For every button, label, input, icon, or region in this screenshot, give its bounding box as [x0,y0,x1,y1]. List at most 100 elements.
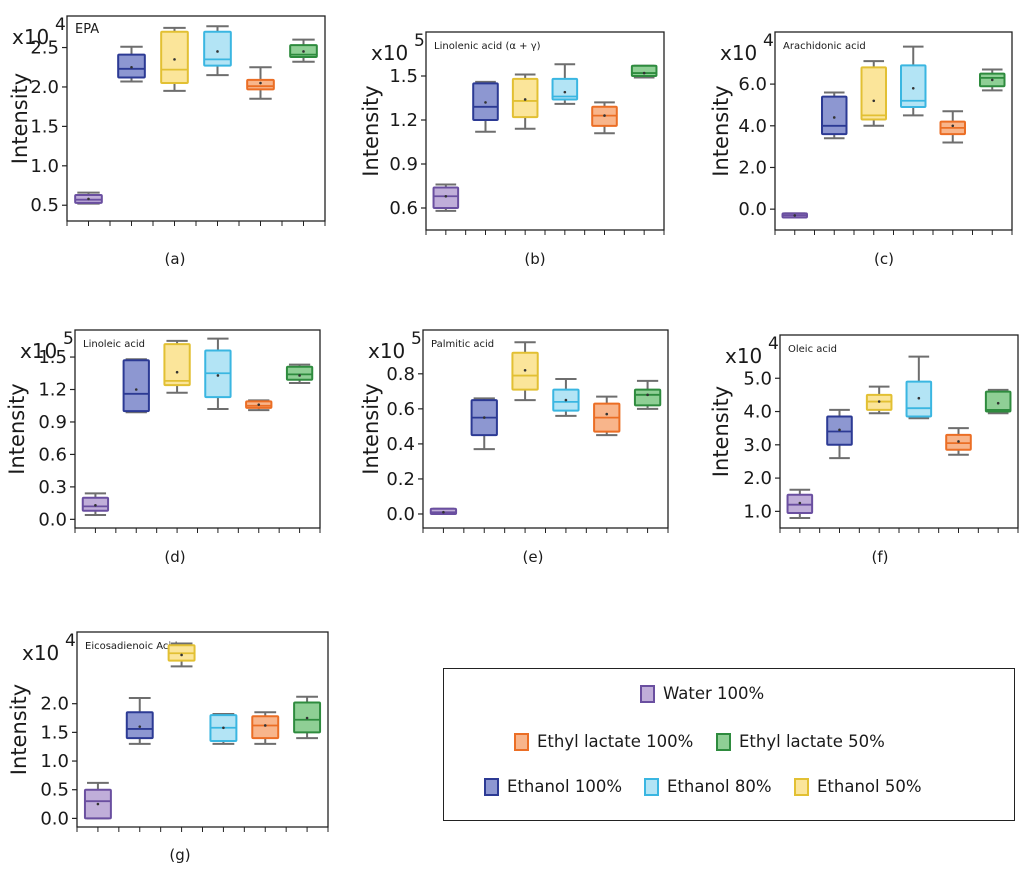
box-mean [180,653,183,657]
box-ethyl-lactate-50 [285,363,314,385]
box-mean [134,388,138,391]
box-ethanol-50 [167,642,196,668]
box-mean [838,428,841,432]
legend-item-water-100: Water 100% [640,684,764,703]
box-mean [793,214,797,217]
y-tick-label: 1.0 [30,156,59,177]
box-iqr [125,711,154,740]
box-ethyl-lactate-50 [979,68,1006,92]
panel-caption: (g) [169,846,190,864]
y-tick-label: 1.5 [38,347,67,368]
box-ethanol-100 [470,397,498,451]
box-ethyl-lactate-100 [945,427,972,456]
box-iqr [984,390,1012,413]
y-tick-label: 1.5 [40,722,69,743]
y-tick-label: 3.0 [743,435,772,456]
y-tick-label: 4.0 [743,402,772,423]
panel-c: 0.0 2.0 4.0 6.0 x10 4 Intensity Arachidonic aci… [709,31,1013,268]
y-tick-label: 0.0 [38,509,67,530]
axis-multiplier-exponent: 4 [763,31,774,51]
box-water-100 [429,507,458,515]
axis-multiplier-exponent: 4 [55,15,66,35]
panel-title: Linolenic acid (α + γ) [434,41,541,52]
box-mean [482,416,486,419]
y-tick-label: 1.0 [743,501,772,522]
plot-frame [422,329,669,529]
y-tick-label: 1.2 [389,110,418,131]
box-iqr [551,77,579,101]
panel-caption: (b) [524,250,545,268]
box-mean [138,725,142,728]
box-ethanol-80 [905,355,933,420]
legend-swatch-ethanol-50 [794,777,809,796]
box-water-100 [786,488,814,520]
box-ethanol-100 [122,358,150,414]
panel-title: Oleic acid [788,344,837,355]
box-mean [484,101,487,104]
axis-multiplier-exponent: 5 [414,31,425,51]
box-mean [523,369,527,372]
y-tick-label: 0.6 [386,399,415,420]
panel-caption: (f) [872,548,889,566]
box-ethanol-100 [826,408,853,460]
box-mean [872,99,876,103]
box-ethanol-80 [209,713,238,745]
box-ethyl-lactate-50 [289,38,318,63]
panel-caption: (e) [523,548,544,566]
box-ethanol-100 [472,80,499,133]
legend-item-ethanol-80: Ethanol 80% [644,777,772,796]
axis-multiplier-base: x10 [371,41,408,65]
y-tick-label: 0.6 [38,444,67,465]
box-mean [605,412,609,416]
box-mean [263,724,267,727]
box-water-100 [432,183,460,212]
y-tick-label: 2.5 [30,38,59,59]
y-tick-label: 2.0 [743,468,772,489]
box-water-100 [781,212,808,219]
box-ethyl-lactate-50 [630,64,658,79]
panel-g: 0.0 0.5 1.0 1.5 2.0 x10 4 Intensity Eicosadienoi… [7,631,329,864]
box-iqr [285,365,314,381]
y-tick-label: 0.5 [40,780,69,801]
box-mean [990,78,994,82]
y-tick-label: 0.0 [386,504,415,525]
box-mean [877,400,881,403]
axis-multiplier-base: x10 [368,339,405,363]
box-mean [173,58,176,61]
y-axis-label: Intensity [709,386,733,477]
y-tick-label: 0.5 [30,195,59,216]
box-mean [444,194,448,198]
plot-frame [779,334,1019,529]
box-iqr [511,77,539,119]
box-mean [911,86,915,90]
y-tick-label: 0.0 [40,808,69,829]
y-tick-label: 5.0 [743,368,772,389]
y-tick-label: 0.3 [38,477,67,498]
legend-label-ethyl-lactate-100: Ethyl lactate 100% [537,732,694,751]
box-water-100 [81,492,110,517]
box-mean [94,503,97,507]
box-iqr [432,186,460,209]
panel-caption: (c) [874,250,894,268]
box-iqr [630,64,658,77]
box-mean [259,81,262,85]
legend-item-ethyl-lactate-100: Ethyl lactate 100% [514,732,693,751]
box-mean [257,403,261,406]
legend-item-ethanol-100: Ethanol 100% [484,777,622,796]
legend-label-water-100: Water 100% [663,684,765,703]
box-iqr [900,64,927,109]
y-axis-label: Intensity [709,85,733,176]
legend-label-ethanol-80: Ethanol 80% [667,777,772,796]
legend-label-ethyl-lactate-50: Ethyl lactate 50% [739,732,885,751]
axis-multiplier-base: x10 [12,25,49,49]
legend-swatch-ethanol-80 [644,777,659,796]
axis-multiplier-exponent: 5 [411,329,422,349]
y-tick-label: 0.9 [389,154,418,175]
y-axis-label: Intensity [7,684,31,775]
y-tick-label: 2.0 [738,157,767,178]
box-mean [222,726,225,730]
